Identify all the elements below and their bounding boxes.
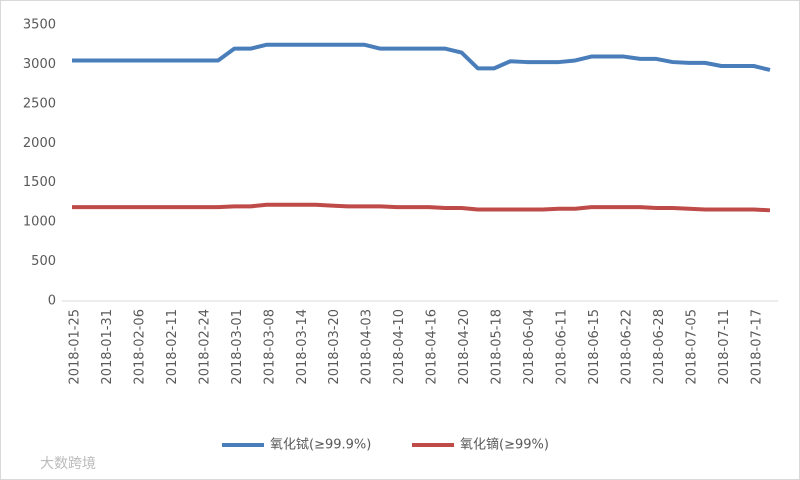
x-tick-label: 2018-01-25 [68, 309, 83, 385]
y-tick-label: 0 [48, 294, 56, 309]
x-tick-label: 2018-03-01 [230, 309, 245, 385]
x-tick-label: 2018-06-28 [652, 309, 667, 385]
x-tick-label: 2018-04-10 [392, 309, 407, 385]
y-tick-label: 500 [31, 254, 56, 269]
y-tick-label: 1000 [23, 215, 56, 230]
y-tick-label: 1500 [23, 175, 56, 190]
x-tick-label: 2018-04-16 [425, 309, 440, 385]
legend-label: 氧化镝(≥99%) [460, 437, 549, 453]
x-tick-label: 2018-05-18 [490, 309, 505, 385]
x-tick-label: 2018-06-22 [619, 309, 634, 385]
x-tick-label: 2018-03-14 [295, 309, 310, 385]
x-tick-label: 2018-03-20 [327, 309, 342, 385]
x-tick-label: 2018-02-24 [197, 309, 212, 385]
x-tick-label: 2018-01-31 [100, 309, 115, 385]
x-tick-label: 2018-06-15 [587, 309, 602, 385]
y-tick-label: 3500 [23, 18, 56, 33]
legend-label: 氧化铽(≥99.9%) [270, 438, 371, 453]
x-tick-label: 2018-04-20 [457, 309, 472, 385]
x-tick-label: 2018-07-11 [717, 309, 732, 385]
x-tick-label: 2018-04-03 [360, 309, 375, 385]
watermark: 大数跨境 [40, 456, 96, 472]
y-tick-label: 2500 [23, 96, 56, 111]
x-tick-label: 2018-07-05 [684, 309, 699, 385]
x-tick-label: 2018-06-04 [522, 309, 537, 385]
series-line [72, 202, 771, 213]
x-tick-label: 2018-02-11 [165, 309, 180, 385]
y-tick-label: 3000 [23, 57, 56, 72]
series-line [72, 42, 771, 72]
x-tick-label: 2018-07-17 [749, 309, 764, 385]
x-tick-label: 2018-02-06 [132, 309, 147, 385]
x-tick-label: 2018-06-11 [554, 309, 569, 385]
y-tick-label: 2000 [23, 136, 56, 151]
x-tick-label: 2018-03-08 [262, 309, 277, 385]
